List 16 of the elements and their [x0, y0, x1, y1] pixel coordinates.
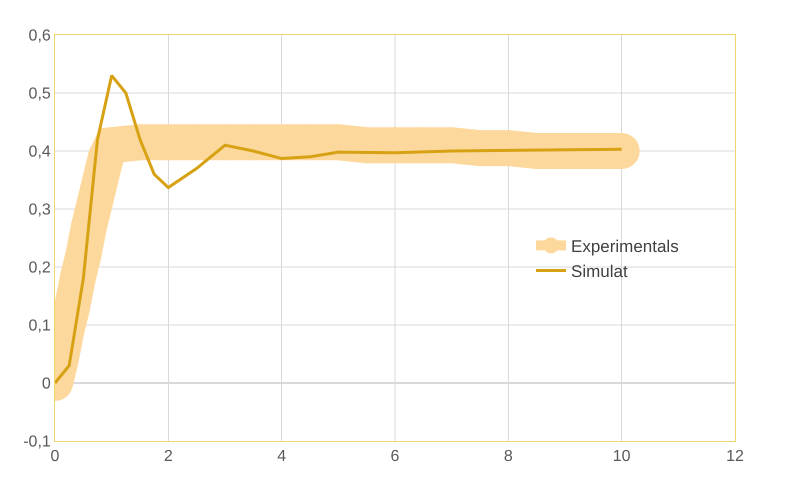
- y-tick-label: 0,1: [28, 318, 51, 335]
- y-tick-label: -0,1: [23, 434, 51, 451]
- legend-label: Simulat: [571, 262, 628, 282]
- x-tick-label: 4: [277, 448, 286, 466]
- x-tick-label: 6: [390, 448, 400, 466]
- x-tick-label: 10: [612, 448, 631, 466]
- y-tick-label: 0,3: [28, 202, 51, 219]
- x-tick-label: 2: [164, 448, 173, 466]
- y-tick-label: 0: [42, 376, 51, 393]
- y-tick-label: 0,5: [28, 86, 51, 103]
- legend-label: Experimentals: [571, 236, 679, 256]
- x-tick-label: 8: [504, 448, 513, 466]
- y-tick-label: 0,6: [28, 28, 51, 45]
- y-tick-label: 0,4: [28, 144, 51, 161]
- x-tick-label: 12: [726, 448, 744, 466]
- y-tick-label: 0,2: [28, 260, 51, 277]
